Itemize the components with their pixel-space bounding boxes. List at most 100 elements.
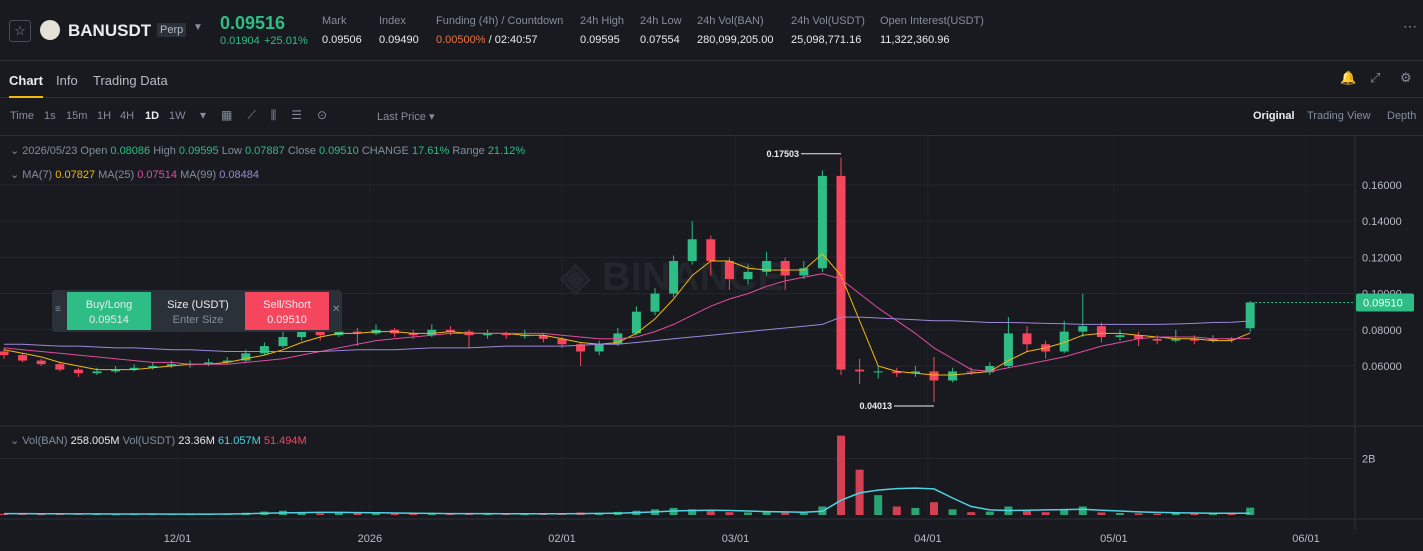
legend-high: 0.09595 [178, 145, 219, 157]
candle-body [576, 344, 586, 352]
candle-body [148, 365, 158, 368]
legend-open-label: Open [80, 145, 108, 157]
volume-bar [967, 512, 976, 515]
volume-bar [1097, 512, 1106, 515]
candle-body [278, 337, 288, 347]
vol-ma2-value: 51.494M [263, 435, 307, 447]
volume-bar [1190, 513, 1199, 515]
drag-handle[interactable]: ≡ [55, 304, 61, 315]
candle-body [650, 293, 660, 312]
tab[interactable]: Trading Data [93, 73, 168, 88]
interval[interactable]: 1s [44, 110, 56, 122]
view-option[interactable]: Trading View [1307, 110, 1371, 122]
volume-bar [725, 512, 734, 515]
view-option[interactable]: Original [1253, 110, 1295, 122]
tab-icon[interactable]: ⤢ [1370, 70, 1381, 85]
more-menu[interactable]: ⋯ [1403, 18, 1417, 34]
candle-body [1208, 338, 1218, 341]
candle-body [501, 333, 511, 336]
volume-bar [316, 513, 325, 515]
volume-bar [1227, 513, 1236, 515]
candle-body [743, 271, 753, 280]
ma-label: MA(25) [98, 169, 135, 181]
size-input[interactable]: Size (USDT) Enter Size [152, 292, 244, 326]
candle-body [687, 239, 697, 261]
vol-ban-value: 258.005M [70, 435, 120, 447]
stat-label: Funding (4h) / Countdown [436, 15, 564, 27]
ma-value: 0.07514 [137, 169, 178, 181]
candle-body [1059, 331, 1069, 352]
order-widget: ≡ Buy/Long 0.09514 Size (USDT) Enter Siz… [52, 290, 342, 332]
volume-bar [1078, 506, 1087, 515]
legend-date: 2026/05/23 [22, 145, 78, 157]
coin-icon [40, 20, 60, 40]
extreme-label: 0.17503 [766, 149, 799, 159]
candle-body [1115, 335, 1125, 338]
tab[interactable]: Chart [9, 73, 43, 98]
sell-price: 0.09510 [267, 314, 307, 326]
vol-tick-label: 2B [1362, 453, 1375, 465]
volume-bar [688, 509, 697, 515]
legend-high-label: High [153, 145, 176, 157]
candle-body [73, 369, 83, 374]
stat-label: 24h High [580, 15, 625, 27]
last-price-label: 0.09510 [1363, 297, 1403, 309]
price-change-pct: +25.01% [264, 35, 308, 47]
price-type[interactable]: Last Price ▾ [377, 111, 435, 123]
dropdown-caret[interactable]: ▼ [193, 22, 203, 33]
interval[interactable]: 1D [145, 110, 160, 122]
x-tick-label: 05/01 [1100, 533, 1128, 545]
stat-value: 11,322,360.96 [880, 34, 950, 46]
candle-body [408, 333, 418, 336]
interval[interactable]: 1W [169, 110, 186, 122]
volume-bar [446, 513, 455, 515]
stat-value: 0.09506 [322, 34, 362, 46]
candle-body [1171, 338, 1181, 341]
volume-bar [1134, 513, 1143, 515]
size-label: Size (USDT) [167, 299, 229, 311]
close-widget[interactable]: ✕ [332, 304, 341, 315]
y-tick-label: 0.14000 [1362, 216, 1402, 228]
tab-icon[interactable]: ⚙ [1400, 70, 1412, 85]
tab[interactable]: Info [56, 73, 78, 88]
volume-bar [1060, 509, 1069, 515]
volume-bar [985, 511, 994, 515]
last-price: 0.09516 [220, 13, 286, 33]
interval[interactable]: 4H [120, 110, 135, 122]
volume-bar [1153, 513, 1162, 515]
interval[interactable]: 1H [97, 110, 112, 122]
candle-body [129, 367, 139, 370]
tab-icon[interactable]: 🔔 [1340, 70, 1357, 85]
candle-body [780, 260, 790, 276]
volume-bar [1023, 510, 1031, 515]
volume-bar [18, 514, 27, 516]
stat-value-text: 0.09506 [322, 34, 362, 46]
view-option[interactable]: Depth [1387, 110, 1417, 122]
candle-body [985, 365, 995, 373]
symbol[interactable]: BANUSDT [68, 21, 152, 40]
x-tick-label: 03/01 [722, 533, 750, 545]
legend-close-label: Close [287, 145, 316, 157]
candle-body [929, 371, 939, 381]
candle-body [762, 260, 772, 272]
favorite-star[interactable]: ☆ [9, 20, 31, 42]
candle-body [1003, 333, 1013, 366]
volume-bar [874, 495, 883, 515]
volume-bar [390, 513, 399, 515]
volume-ma-line [4, 487, 1251, 515]
candle-body [1152, 338, 1162, 341]
volume-bar [483, 513, 492, 515]
candle-body [1078, 326, 1088, 332]
volume-bar [93, 514, 101, 516]
buy-button[interactable]: Buy/Long 0.09514 [67, 292, 151, 330]
interval[interactable]: 15m [66, 110, 88, 122]
sell-button[interactable]: Sell/Short 0.09510 [245, 292, 329, 330]
candle-body [204, 362, 214, 365]
legend-change: 17.61% [411, 145, 450, 157]
candle-body [36, 360, 46, 365]
candle-body [1134, 335, 1144, 339]
vol-usdt-label: Vol(USDT) [122, 435, 176, 447]
legend-range-label: Range [452, 145, 485, 157]
candle-body [315, 331, 325, 336]
candle-body [669, 260, 679, 294]
